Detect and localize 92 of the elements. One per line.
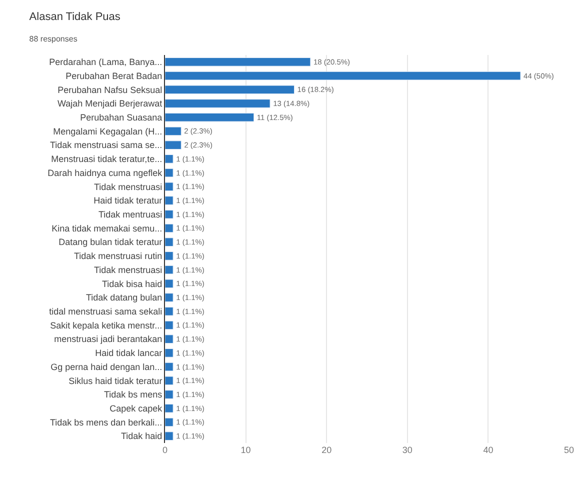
data-label: 2 (2.3%) — [184, 126, 213, 136]
data-label: 1 (1.1%) — [176, 238, 205, 247]
y-tick-label: Wajah Menjadi Berjerawat — [57, 98, 163, 109]
y-tick-label: Perdarahan (Lama, Banya... — [49, 57, 162, 68]
bar — [165, 279, 174, 288]
bar — [165, 432, 174, 440]
data-label: 11 (12.5%) — [256, 112, 294, 122]
data-label: 1 (1.1%) — [176, 265, 205, 274]
data-label: 1 (1.1%) — [176, 390, 205, 399]
data-label: 1 (1.1%) — [176, 196, 205, 205]
bar — [165, 334, 174, 344]
bar — [165, 224, 174, 233]
bar — [165, 140, 182, 150]
y-tick-label: Tidak bs mens dan berkali... — [50, 417, 162, 428]
y-tick-label: Tidak menstruasi sama se... — [50, 140, 162, 150]
data-label: 1 (1.1%) — [176, 154, 205, 164]
bar — [165, 348, 174, 358]
bar — [165, 112, 254, 122]
y-tick-label: Tidak menstruasi rutin — [74, 251, 162, 262]
text: Alasan Tidak Puas — [29, 10, 121, 23]
y-tick-label: Tidak menstruasi — [94, 264, 162, 275]
data-label: 2 (2.3%) — [184, 140, 213, 150]
bar — [165, 58, 311, 66]
bar — [165, 196, 174, 205]
data-label: 1 (1.1%) — [176, 432, 205, 441]
bar — [165, 71, 521, 80]
y-tick-label: Tidak bisa haid — [102, 278, 162, 289]
y-tick-label: Tidak bs mens — [104, 390, 163, 400]
bar — [165, 238, 174, 246]
data-label: 1 (1.1%) — [176, 362, 205, 372]
bar — [165, 85, 295, 94]
bar — [165, 293, 174, 302]
data-label: 1 (1.1%) — [176, 210, 205, 219]
y-tick-label: Capek capek — [110, 404, 163, 414]
bar — [165, 306, 174, 316]
bar — [165, 362, 174, 372]
y-tick-label: Tidak mentruasi — [98, 210, 162, 220]
y-tick-label: Haid tidak lancar — [95, 348, 162, 358]
data-label: 1 (1.1%) — [176, 251, 205, 260]
y-tick-label: Menstruasi tidak teratur,te... — [51, 154, 162, 164]
data-label: 1 (1.1%) — [176, 279, 205, 288]
bar — [165, 99, 270, 108]
bar — [165, 404, 174, 413]
data-label: 1 (1.1%) — [176, 320, 205, 330]
bar — [165, 210, 174, 219]
data-label: 1 (1.1%) — [176, 348, 205, 358]
data-label: 1 (1.1%) — [176, 182, 205, 192]
y-tick-label: Perubahan Nafsu Seksual — [58, 84, 162, 95]
x-tick-label: 40 — [483, 445, 494, 455]
data-label: 1 (1.1%) — [176, 224, 205, 233]
y-tick-label: Kina tidak memakai semu... — [52, 223, 162, 234]
y-tick-label: Datang bulan tidak teratur — [58, 237, 162, 248]
y-tick-label: Darah haidnya cuma ngeflek — [48, 168, 163, 178]
bar — [165, 182, 174, 192]
y-tick-label: Sakit kepala ketika menstr... — [50, 320, 162, 330]
data-label: 44 (50%) — [524, 71, 554, 80]
y-tick-label: Tidak haid — [120, 431, 162, 442]
data-label: 1 (1.1%) — [176, 418, 205, 427]
bar — [165, 320, 174, 330]
y-tick-label: Tidak menstruasi — [94, 182, 162, 192]
y-tick-label: Perubahan Berat Badan — [66, 70, 162, 81]
data-label: 1 (1.1%) — [176, 292, 205, 302]
y-tick-label: menstruasi jadi berantakan — [54, 334, 162, 344]
text: 88 responses — [29, 34, 78, 44]
bar — [165, 265, 174, 274]
y-tick-label: Haid tidak teratur — [94, 196, 162, 206]
y-tick-label: Perubahan Suasana — [80, 112, 162, 123]
x-tick-label: 10 — [240, 445, 251, 455]
x-tick-label: 0 — [162, 445, 168, 455]
data-label: 1 (1.1%) — [176, 404, 205, 413]
bar — [165, 376, 174, 386]
bar — [165, 390, 174, 399]
bar — [165, 418, 174, 427]
x-tick-label: 30 — [402, 445, 412, 455]
y-tick-label: Mengalami Kegagalan (H... — [53, 126, 162, 136]
y-tick-label: Gg perna haid dengan lan... — [50, 362, 162, 372]
y-tick-label: Tidak datang bulan — [86, 292, 162, 303]
data-label: 13 (14.8%) — [273, 98, 310, 108]
data-label: 1 (1.1%) — [176, 306, 205, 316]
data-label: 1 (1.1%) — [176, 334, 205, 344]
bar — [165, 168, 174, 178]
bar — [165, 154, 174, 164]
x-tick-label: 20 — [322, 445, 332, 455]
data-label: 16 (18.2%) — [297, 85, 334, 94]
bar — [165, 252, 174, 260]
y-tick-label: Siklus haid tidak teratur — [68, 376, 162, 386]
data-label: 1 (1.1%) — [176, 168, 205, 178]
y-tick-label: tidal menstruasi sama sekali — [49, 306, 162, 317]
data-label: 1 (1.1%) — [176, 376, 205, 386]
x-tick-label: 50 — [564, 445, 574, 455]
bar — [165, 126, 182, 136]
data-label: 18 (20.5%) — [313, 57, 351, 66]
